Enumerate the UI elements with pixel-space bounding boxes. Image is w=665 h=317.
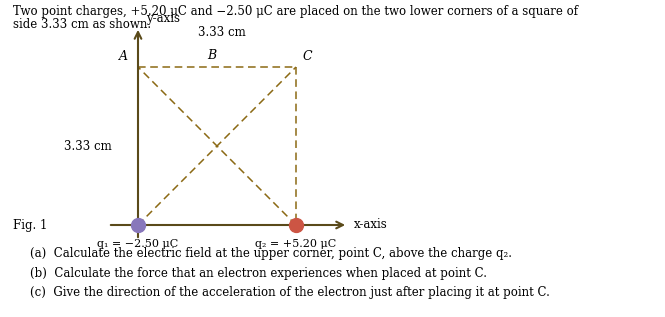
Text: 3.33 cm: 3.33 cm (198, 26, 246, 39)
Text: x-axis: x-axis (354, 218, 388, 231)
Text: 3.33 cm: 3.33 cm (64, 139, 112, 152)
Text: Two point charges, +5.20 μC and −2.50 μC are placed on the two lower corners of : Two point charges, +5.20 μC and −2.50 μC… (13, 5, 578, 18)
Text: (c)  Give the direction of the acceleration of the electron just after placing i: (c) Give the direction of the accelerati… (30, 286, 550, 299)
Text: (b)  Calculate the force that an electron experiences when placed at point C.: (b) Calculate the force that an electron… (30, 267, 487, 280)
Text: q₁ = −2.50 μC: q₁ = −2.50 μC (97, 239, 179, 249)
Text: (a)  Calculate the electric field at the upper corner, point C, above the charge: (a) Calculate the electric field at the … (30, 247, 512, 260)
Text: y-axis: y-axis (146, 12, 180, 25)
Text: A: A (119, 50, 128, 63)
Text: C: C (303, 50, 313, 63)
Text: B: B (207, 49, 217, 62)
Text: side 3.33 cm as shown.: side 3.33 cm as shown. (13, 18, 151, 31)
Text: q₂ = +5.20 μC: q₂ = +5.20 μC (255, 239, 336, 249)
Text: Fig. 1: Fig. 1 (13, 218, 47, 231)
